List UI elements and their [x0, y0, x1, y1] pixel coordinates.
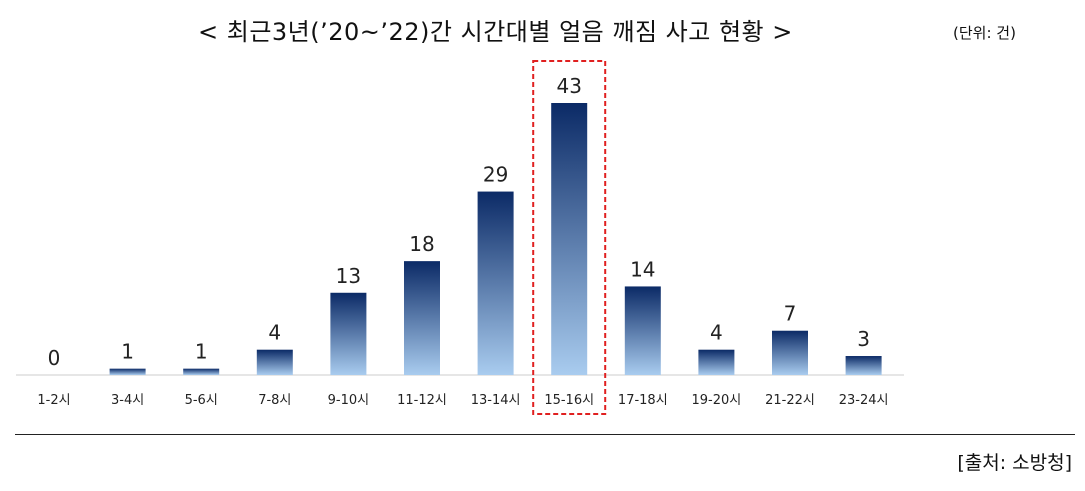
data-label-19-20시: 4	[710, 321, 723, 345]
x-tick-label-13-14시: 13-14시	[471, 393, 521, 408]
source-note: [출처: 소방청]	[957, 452, 1072, 474]
bar-19-20시	[698, 349, 735, 375]
x-tick-label-19-20시: 19-20시	[692, 393, 742, 408]
x-tick-label-21-22시: 21-22시	[765, 393, 815, 408]
bar-13-14시	[477, 191, 514, 375]
data-label-21-22시: 7	[784, 302, 797, 326]
bar-15-16시	[551, 103, 588, 375]
x-tick-label-9-10시: 9-10시	[328, 393, 369, 408]
bar-21-22시	[772, 330, 808, 375]
data-label-15-16시: 43	[556, 74, 581, 98]
bar-5-6시	[183, 368, 220, 375]
chart-title: < 최근3년(’20~’22)간 시간대별 얼음 깨짐 사고 현황 >	[198, 18, 793, 46]
bar-23-24시	[845, 356, 882, 375]
data-label-11-12시: 18	[409, 232, 434, 256]
x-tick-label-7-8시: 7-8시	[258, 393, 291, 408]
bar-7-8시	[256, 349, 293, 375]
data-label-17-18시: 14	[630, 257, 655, 281]
data-label-9-10시: 13	[336, 264, 361, 288]
x-tick-label-23-24시: 23-24시	[839, 393, 889, 408]
unit-label: (단위: 건)	[953, 24, 1016, 42]
bar-3-4시	[109, 368, 146, 375]
data-label-1-2시: 0	[48, 346, 61, 370]
data-label-23-24시: 3	[857, 327, 870, 351]
x-tick-label-15-16시: 15-16시	[544, 393, 594, 408]
x-tick-label-11-12시: 11-12시	[397, 393, 447, 408]
highlight-box	[532, 60, 607, 415]
data-label-7-8시: 4	[268, 321, 281, 345]
data-label-13-14시: 29	[483, 163, 508, 187]
data-label-3-4시: 1	[121, 340, 134, 364]
source-divider	[15, 434, 1075, 435]
bar-chart: 0 1-2시 1 3-4시 1 5-6시 4 7-8시 13 9-10시 18 11-12시 29 13-…	[16, 60, 904, 415]
x-tick-label-17-18시: 17-18시	[618, 393, 668, 408]
data-label-5-6시: 1	[195, 340, 208, 364]
x-tick-label-5-6시: 5-6시	[185, 393, 218, 408]
x-tick-label-1-2시: 1-2시	[37, 393, 70, 408]
bar-17-18시	[624, 286, 661, 375]
bar-11-12시	[404, 261, 440, 375]
x-tick-label-3-4시: 3-4시	[111, 393, 144, 408]
bar-9-10시	[330, 292, 367, 375]
